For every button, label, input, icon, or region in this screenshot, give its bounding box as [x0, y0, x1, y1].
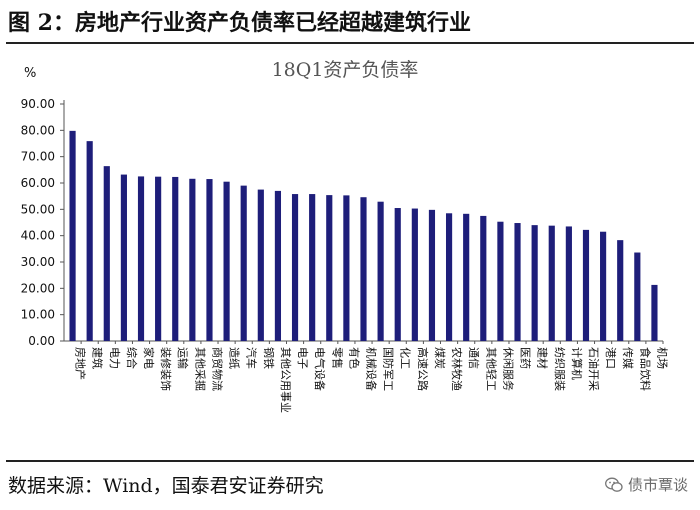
bar	[651, 284, 658, 341]
x-category-label: 机场	[655, 347, 669, 369]
y-tick-label: 70.00	[21, 150, 55, 164]
bar	[548, 225, 555, 341]
bar	[600, 231, 607, 341]
y-tick-label: 20.00	[21, 281, 55, 295]
bar	[514, 223, 521, 341]
x-category-label: 电气设备	[313, 347, 327, 391]
chart-title: 18Q1资产负债率	[272, 59, 419, 81]
bar	[617, 240, 624, 341]
x-category-labels: 房地产 建筑 电力 综合 家电 装修装饰 运输 其他采掘 商贸物流 造纸 汽车 钢铁 其他公用事业 电子电…	[74, 347, 670, 413]
wechat-icon	[605, 477, 623, 492]
bar	[480, 215, 487, 341]
x-category-label: 有色	[347, 347, 361, 369]
x-category-label: 运输	[176, 347, 190, 369]
y-tick-label: 30.00	[21, 255, 55, 269]
x-category-label: 建筑	[91, 347, 105, 369]
bar-chart: 18Q1资产负债率 % 0.00 10.00 20.00 30.00 40.00 50.0…	[21, 59, 670, 413]
bar	[343, 195, 350, 341]
x-category-label: 农林牧渔	[450, 347, 464, 391]
x-category-label: 通信	[467, 347, 480, 369]
top-rule	[6, 42, 694, 44]
x-category-label: 其他采掘	[193, 347, 207, 391]
x-category-label: 造纸	[228, 347, 242, 369]
bar	[257, 189, 264, 341]
bar	[445, 213, 453, 341]
y-tick-label: 80.00	[21, 123, 55, 137]
x-category-label: 计算机	[570, 347, 584, 380]
x-category-label: 传媒	[621, 347, 634, 369]
x-category-label: 钢铁	[262, 347, 275, 369]
x-category-label: 电子	[296, 347, 309, 369]
bar	[274, 190, 282, 341]
bar	[411, 208, 418, 341]
x-category-label: 其他公用事业	[279, 347, 292, 413]
y-tick-label: 10.00	[21, 308, 55, 322]
bar	[428, 209, 436, 341]
y-tick-label: 60.00	[21, 176, 55, 190]
bar	[155, 176, 162, 341]
bar	[360, 197, 367, 341]
bar	[103, 166, 110, 341]
x-category-label: 石油开采	[587, 347, 601, 391]
x-category-label: 商贸物流	[210, 347, 224, 391]
bar	[223, 181, 230, 341]
bar	[326, 195, 333, 341]
bar	[189, 178, 196, 341]
x-category-label: 机械设备	[365, 347, 379, 391]
bar	[394, 208, 401, 341]
x-category-label: 汽车	[245, 347, 259, 369]
x-category-label: 国防军工	[382, 347, 396, 391]
y-tick-label: 50.00	[21, 202, 55, 216]
x-category-label: 建材	[536, 347, 550, 369]
x-category-label: 高速公路	[416, 347, 430, 391]
x-category-label: 零售	[330, 347, 344, 369]
bar	[291, 194, 299, 341]
bar	[69, 130, 76, 341]
x-category-label: 家电	[142, 347, 156, 369]
bar	[463, 213, 470, 341]
x-category-label: 装修装饰	[159, 347, 173, 391]
x-category-label: 食品饮料	[638, 347, 652, 391]
bar	[565, 226, 572, 341]
bar	[86, 141, 93, 341]
x-category-label: 煤炭	[433, 347, 446, 369]
x-category-label: 休闲服务	[501, 347, 515, 391]
bar	[206, 179, 213, 341]
x-category-label: 房地产	[74, 347, 88, 380]
bar	[120, 174, 127, 341]
bar	[531, 225, 538, 341]
source-note: 数据来源：Wind，国泰君安证券研究	[8, 475, 324, 497]
y-tick-labels: 0.00 10.00 20.00 30.00 40.00 50.00 60.00 70.00 8…	[21, 97, 55, 348]
bar	[137, 176, 145, 341]
x-category-label: 电力	[108, 347, 121, 369]
bottom-rule	[6, 460, 694, 462]
bar	[172, 176, 179, 341]
watermark-text: 债市覃谈	[627, 476, 688, 494]
x-category-label: 纺织服装	[553, 347, 567, 391]
figure-title: 图 2：房地产行业资产负债率已经超越建筑行业	[8, 10, 471, 36]
bar	[497, 221, 504, 341]
y-tick-label: 0.00	[28, 334, 55, 348]
bar	[309, 194, 316, 341]
bar	[634, 252, 641, 341]
y-tick-label: 90.00	[21, 97, 55, 111]
y-axis-unit: %	[24, 66, 36, 81]
bars	[69, 130, 658, 341]
x-category-label: 化工	[399, 347, 413, 369]
x-category-label: 港口	[604, 347, 617, 369]
x-category-label: 医药	[519, 347, 532, 369]
bar	[582, 229, 590, 341]
x-category-label: 其他轻工	[484, 347, 498, 391]
bar	[240, 185, 247, 341]
x-category-label: 综合	[125, 347, 139, 369]
watermark: 债市覃谈	[605, 470, 688, 500]
bar	[377, 201, 384, 341]
y-tick-label: 40.00	[21, 229, 55, 243]
